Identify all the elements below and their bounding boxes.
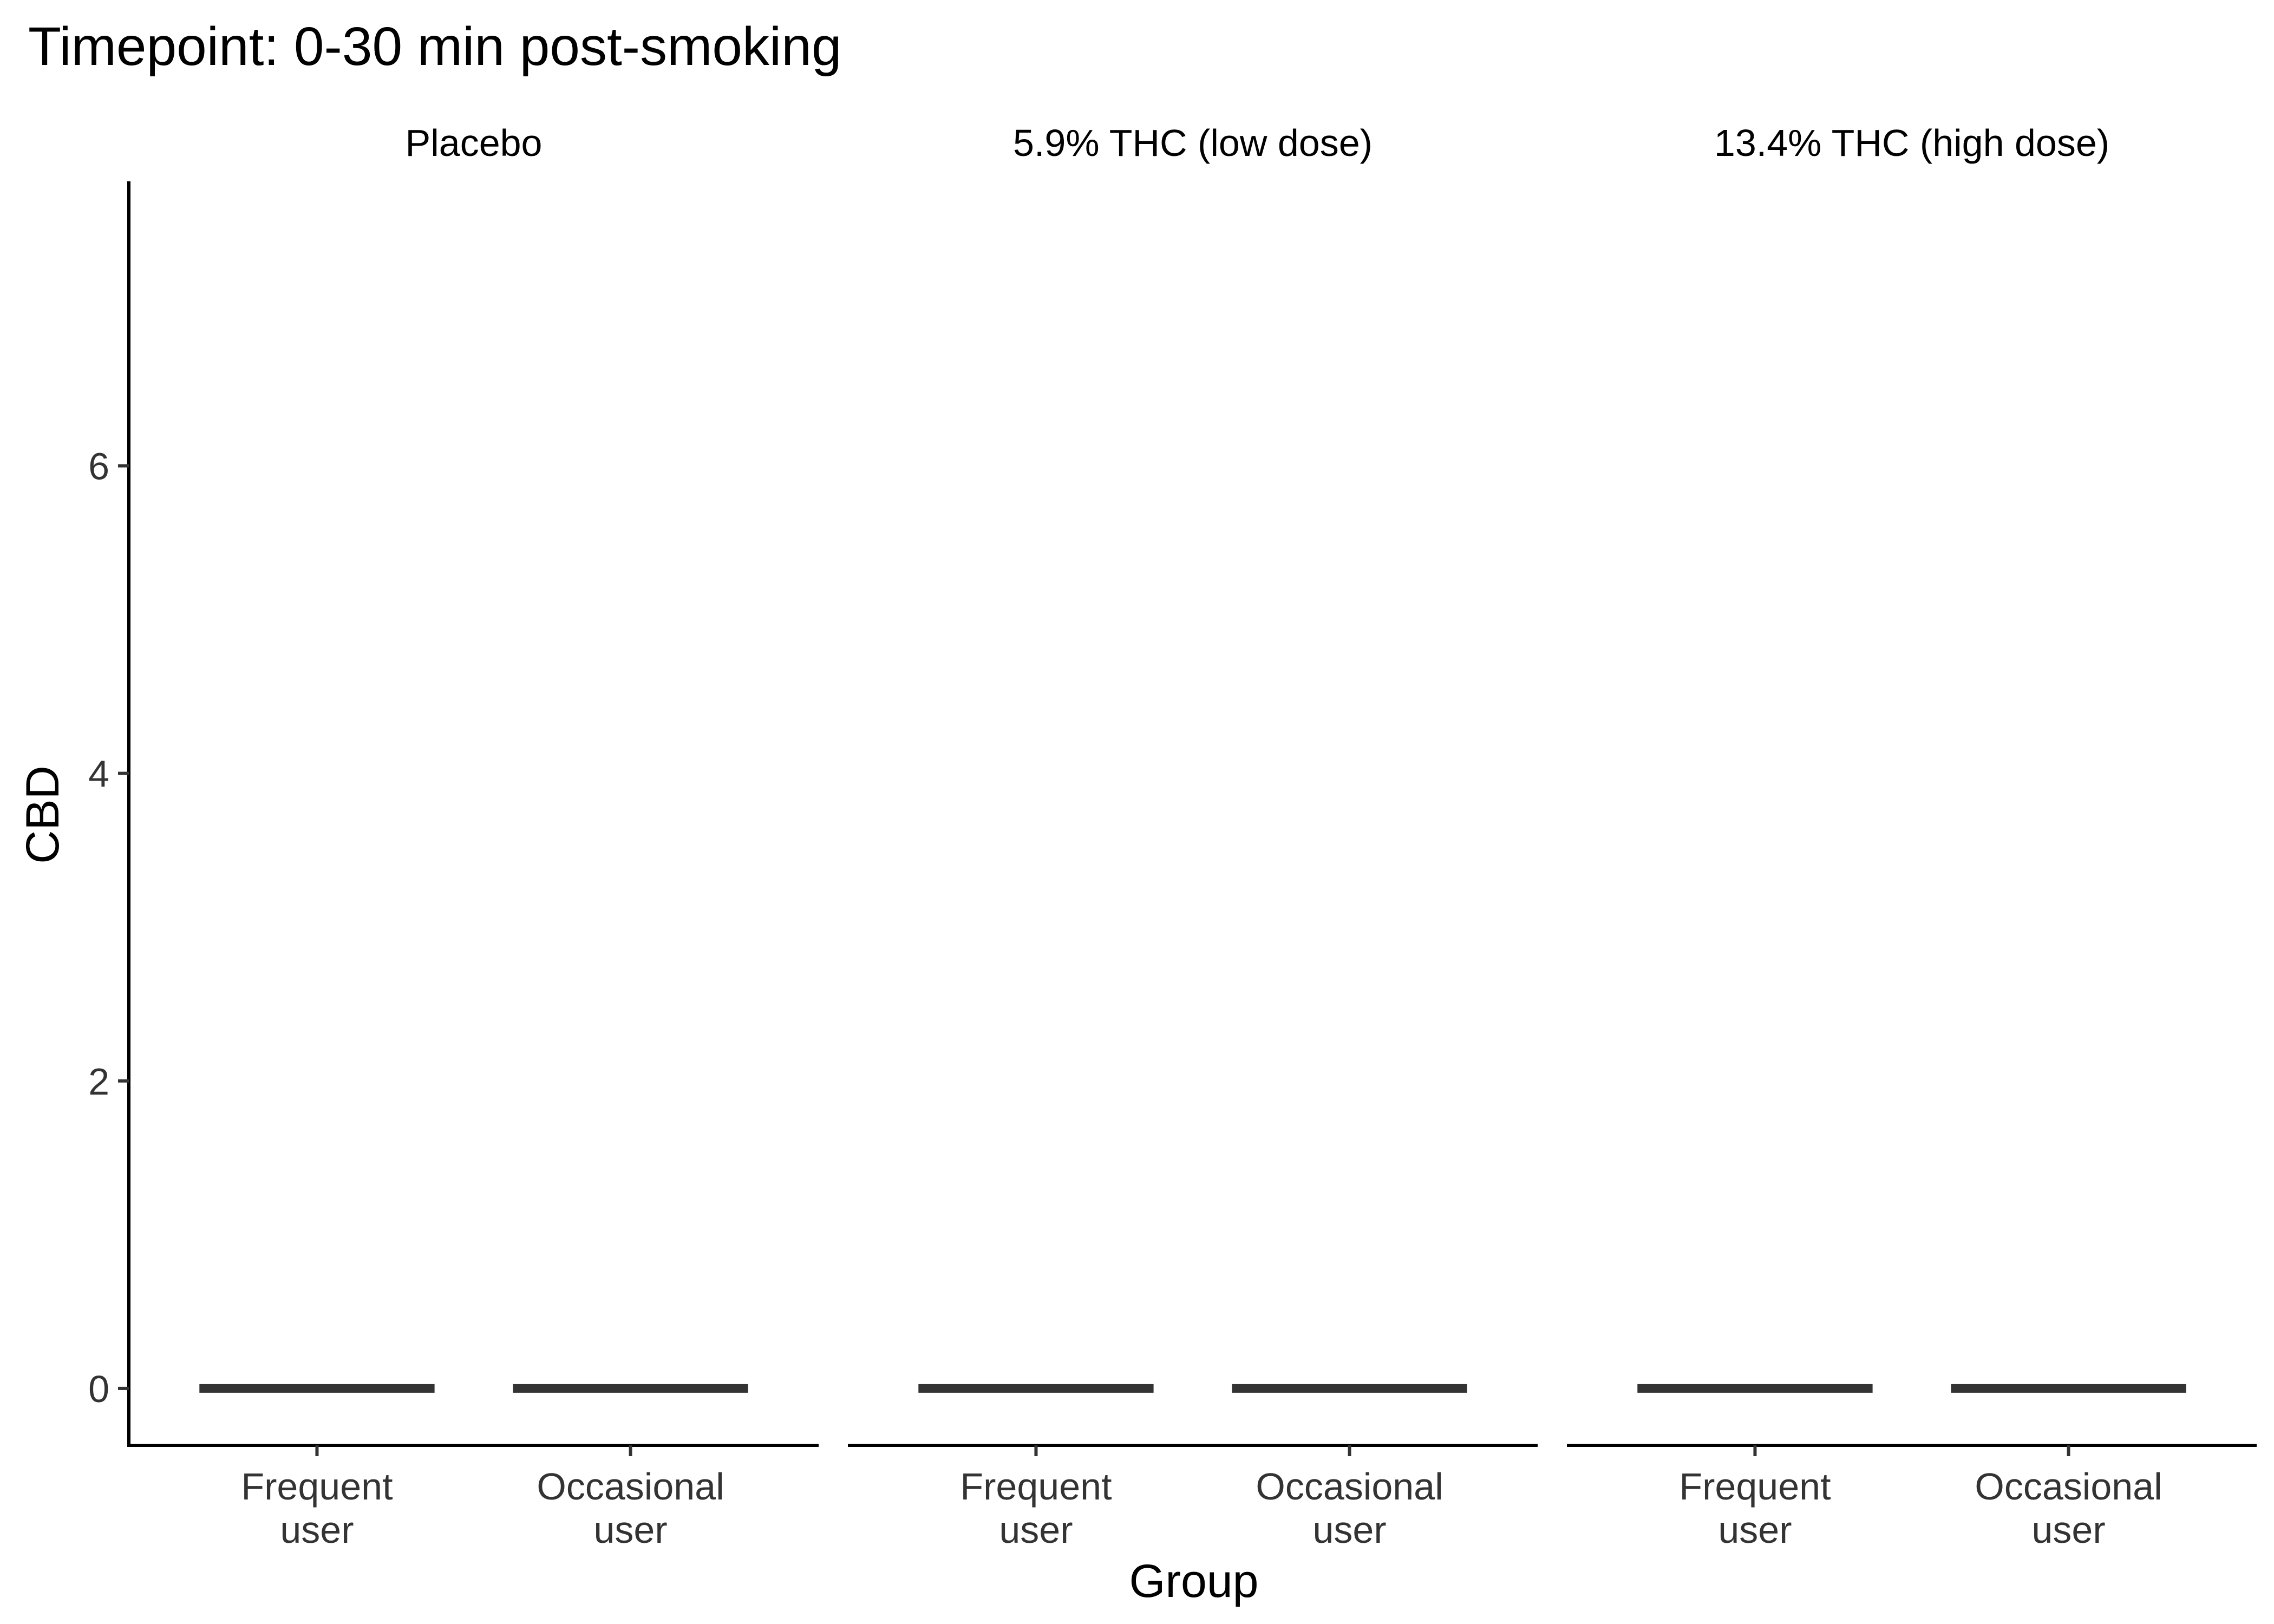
x-axis-title: Group (1129, 1555, 1258, 1607)
x-tick-label: Occasional user (1256, 1465, 1443, 1551)
x-tick-label: Frequent user (241, 1465, 393, 1551)
x-tick-label: Frequent user (960, 1465, 1112, 1551)
facet-panel: 5.9% THC (low dose) Frequent user Occasiona… (848, 122, 1538, 1551)
y-tick-label: 6 (88, 446, 109, 488)
y-tick-label: 4 (88, 753, 109, 795)
facet-label: 5.9% THC (low dose) (1013, 122, 1373, 164)
y-tick-label: 0 (88, 1368, 109, 1410)
x-tick-label: Frequent user (1679, 1465, 1831, 1551)
y-axis-title: CBD (17, 765, 69, 864)
facet-panel: 13.4% THC (high dose) Frequent user Occasio… (1567, 122, 2257, 1551)
y-tick-label: 2 (88, 1060, 109, 1103)
x-tick-label: Occasional user (537, 1465, 724, 1551)
chart-title: Timepoint: 0-30 min post-smoking (28, 16, 841, 77)
facet-panel: Placebo Frequent user Occasional user (129, 122, 819, 1551)
facet-label: Placebo (406, 122, 543, 164)
x-tick-label: Occasional user (1975, 1465, 2162, 1551)
facet-label: 13.4% THC (high dose) (1714, 122, 2109, 164)
